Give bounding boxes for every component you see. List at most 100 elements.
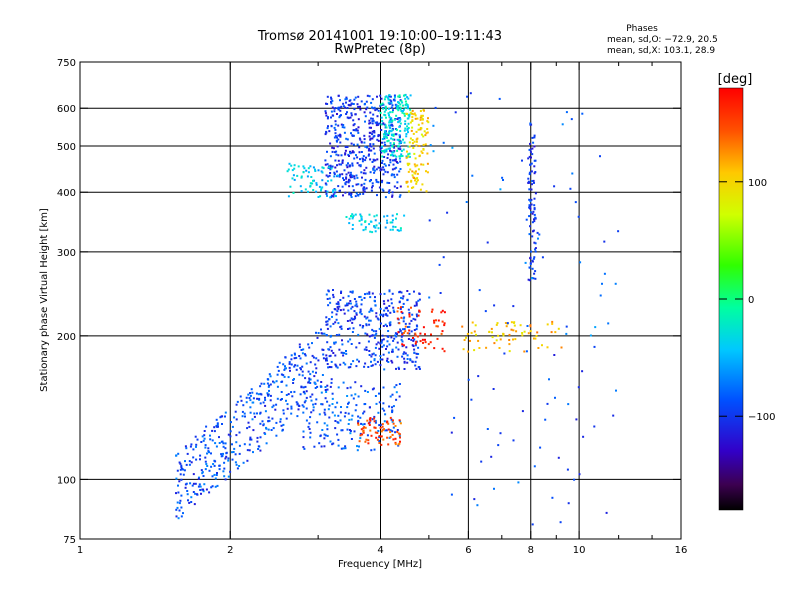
data-point — [410, 306, 412, 309]
data-point — [529, 257, 532, 260]
data-point — [347, 328, 349, 330]
data-point — [441, 330, 444, 333]
data-point — [336, 366, 339, 369]
data-point — [234, 410, 237, 413]
data-point — [344, 106, 347, 109]
data-point — [344, 363, 347, 366]
data-point — [211, 485, 214, 488]
data-point — [553, 354, 556, 356]
data-point — [526, 325, 529, 327]
data-point — [337, 134, 340, 137]
data-point — [320, 187, 323, 190]
data-point — [307, 343, 310, 346]
data-point — [311, 354, 314, 357]
data-point — [418, 298, 421, 301]
data-point — [420, 114, 423, 117]
data-point — [328, 174, 331, 177]
data-point — [332, 289, 334, 291]
data-point — [382, 122, 385, 125]
data-point — [435, 319, 437, 322]
data-point — [391, 434, 394, 436]
data-point — [523, 350, 526, 353]
data-point — [567, 403, 570, 406]
data-point — [333, 171, 336, 174]
data-point — [399, 185, 402, 188]
data-point — [374, 346, 377, 349]
data-point — [338, 348, 341, 351]
chart-title: Tromsø 20141001 19:10:00–19:11:43 — [257, 29, 502, 44]
data-point — [326, 320, 329, 323]
data-point — [350, 343, 353, 345]
data-point — [350, 363, 353, 366]
data-point — [389, 429, 392, 432]
data-point — [536, 231, 539, 234]
data-point — [599, 155, 601, 158]
data-point — [354, 195, 357, 198]
data-point — [392, 419, 394, 422]
data-point — [359, 213, 362, 216]
data-point — [281, 380, 284, 383]
data-point — [499, 432, 502, 435]
data-point — [384, 106, 387, 109]
data-point — [343, 131, 346, 134]
data-point — [407, 122, 410, 125]
data-point — [215, 418, 218, 421]
data-point — [593, 345, 596, 348]
data-point — [374, 426, 377, 429]
data-point — [313, 375, 316, 378]
data-point — [339, 299, 342, 301]
data-point — [320, 403, 323, 406]
data-point — [381, 159, 384, 162]
data-point — [442, 141, 445, 144]
data-point — [381, 334, 384, 337]
data-point — [285, 367, 287, 370]
data-point — [282, 412, 285, 415]
data-point — [209, 438, 212, 441]
data-point — [309, 436, 312, 439]
data-point — [371, 98, 374, 101]
data-point — [424, 341, 427, 344]
data-point — [534, 171, 537, 173]
data-point — [343, 312, 346, 315]
data-point — [247, 421, 250, 424]
data-point — [533, 145, 536, 148]
data-point — [343, 169, 346, 172]
data-point — [409, 94, 412, 97]
data-point — [416, 137, 419, 140]
data-point — [325, 183, 328, 186]
data-point — [527, 180, 530, 183]
data-point — [305, 362, 308, 365]
data-point — [334, 128, 337, 131]
data-point — [376, 431, 379, 434]
data-point — [391, 194, 394, 197]
data-point — [389, 324, 391, 327]
data-point — [528, 155, 531, 158]
data-point — [416, 117, 419, 120]
data-point — [399, 108, 402, 111]
data-point — [478, 289, 481, 292]
data-point — [369, 296, 372, 299]
data-point — [249, 392, 251, 395]
data-point — [362, 187, 365, 190]
data-point — [224, 411, 227, 414]
data-point — [391, 173, 394, 176]
data-point — [466, 95, 469, 98]
data-point — [408, 141, 411, 144]
data-point — [383, 409, 386, 412]
data-point — [372, 119, 375, 122]
data-point — [386, 181, 389, 184]
data-point — [272, 427, 275, 430]
data-point — [391, 104, 394, 107]
data-point — [415, 302, 418, 305]
data-point — [408, 113, 411, 116]
data-point — [269, 399, 272, 402]
data-point — [503, 352, 506, 355]
data-point — [415, 130, 418, 133]
data-point — [412, 113, 415, 116]
data-point — [349, 174, 351, 177]
data-point — [378, 222, 381, 225]
data-point — [328, 166, 331, 169]
data-point — [248, 397, 251, 399]
data-point — [367, 442, 370, 445]
data-point — [523, 330, 526, 333]
